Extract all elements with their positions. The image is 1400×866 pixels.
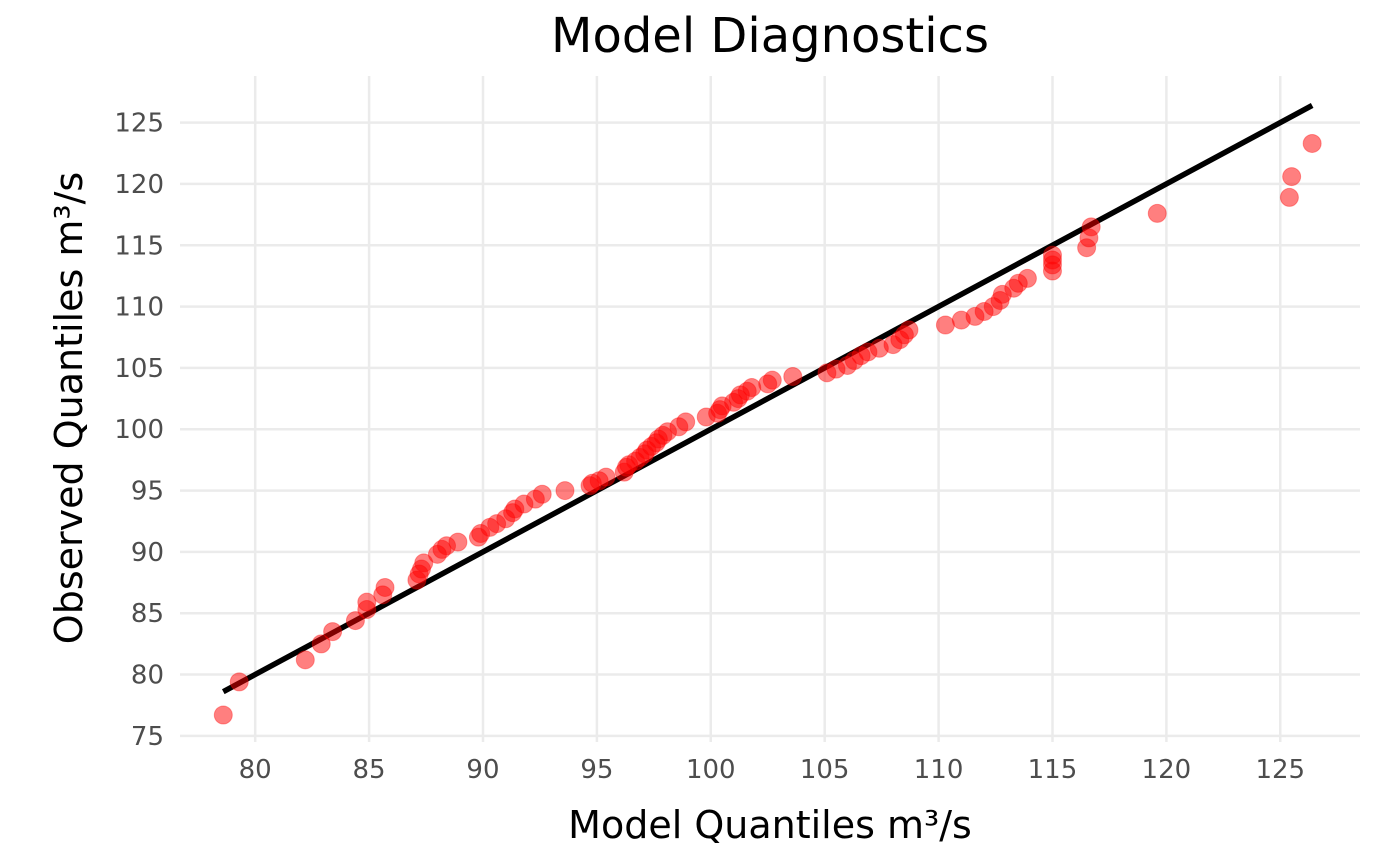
y-tick-label: 75: [131, 722, 164, 752]
x-axis-title: Model Quantiles m³/s: [568, 803, 972, 847]
data-point: [555, 481, 575, 501]
y-tick-label: 125: [114, 109, 164, 139]
y-tick-label: 120: [114, 170, 164, 200]
data-point: [414, 553, 434, 573]
data-point: [532, 484, 552, 504]
x-tick-label: 95: [580, 755, 613, 785]
y-tick-label: 115: [114, 231, 164, 261]
data-point: [783, 366, 803, 386]
y-tick-label: 85: [131, 599, 164, 629]
x-tick-label: 85: [353, 755, 386, 785]
y-tick-label: 80: [131, 661, 164, 691]
x-tick-label: 125: [1255, 755, 1305, 785]
data-point: [1147, 203, 1167, 223]
data-point: [1279, 187, 1299, 207]
data-point: [311, 634, 331, 654]
data-point: [345, 611, 365, 631]
data-point: [229, 672, 249, 692]
data-point: [676, 412, 696, 432]
data-point: [1017, 268, 1037, 288]
data-point: [1042, 245, 1062, 265]
data-point: [1081, 217, 1101, 237]
data-point: [323, 622, 343, 642]
data-point: [295, 650, 315, 670]
y-tick-label: 95: [131, 477, 164, 507]
y-tick-label: 105: [114, 354, 164, 384]
data-point: [213, 705, 233, 725]
data-point: [742, 378, 762, 398]
y-tick-label: 90: [131, 538, 164, 568]
y-tick-label: 110: [114, 293, 164, 323]
data-point: [899, 320, 919, 340]
reference-line: [221, 103, 1314, 695]
data-point: [1282, 167, 1302, 187]
x-tick-label: 100: [686, 755, 736, 785]
data-point: [1302, 133, 1322, 153]
chart-title: Model Diagnostics: [551, 8, 989, 64]
data-point: [935, 315, 955, 335]
y-tick-label: 100: [114, 415, 164, 445]
data-point: [762, 370, 782, 390]
data-point: [375, 577, 395, 597]
data-point: [357, 592, 377, 612]
x-tick-label: 80: [239, 755, 272, 785]
data-point: [448, 532, 468, 552]
x-tick-label: 105: [800, 755, 850, 785]
y-axis-title: Observed Quantiles m³/s: [47, 172, 91, 644]
reference-line-layer: [221, 103, 1314, 695]
x-tick-label: 90: [466, 755, 499, 785]
data-points: [213, 133, 1322, 725]
x-tick-label: 115: [1028, 755, 1078, 785]
x-tick-label: 120: [1142, 755, 1192, 785]
data-point: [596, 467, 616, 487]
x-tick-label: 110: [914, 755, 964, 785]
tick-labels: 80 85 90 95 100 105 110 115 120 125 75 80 85 90 95 100 1…: [114, 109, 1305, 785]
